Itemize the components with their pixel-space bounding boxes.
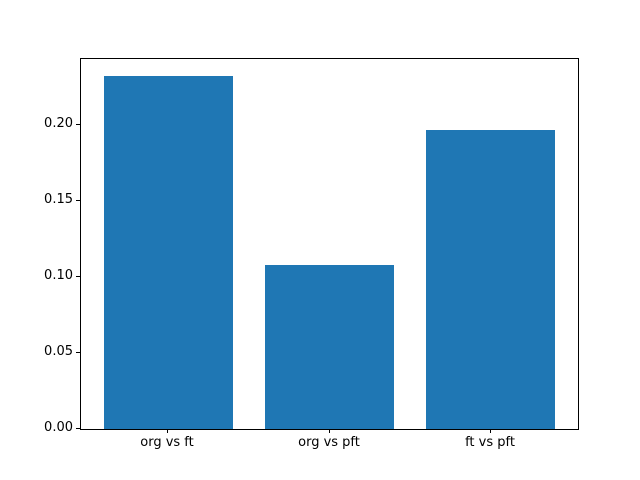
y-tick-label: 0.20 [44, 116, 73, 131]
plot-area [80, 58, 579, 430]
y-tick-mark [76, 352, 80, 353]
y-tick-mark [76, 200, 80, 201]
x-tick-label: org vs pft [298, 435, 360, 450]
y-tick-label: 0.15 [44, 192, 73, 207]
y-tick-label: 0.00 [44, 420, 73, 435]
y-tick-mark [76, 428, 80, 429]
y-tick-mark [76, 124, 80, 125]
y-tick-mark [76, 276, 80, 277]
x-tick-mark [167, 429, 168, 433]
bar-org-vs-ft [104, 76, 233, 429]
x-tick-label: org vs ft [140, 435, 194, 450]
y-tick-label: 0.05 [44, 344, 73, 359]
bar-ft-vs-pft [426, 130, 555, 429]
bar-org-vs-pft [265, 265, 394, 429]
x-tick-label: ft vs pft [465, 435, 515, 450]
x-tick-mark [329, 429, 330, 433]
y-tick-label: 0.10 [44, 268, 73, 283]
x-tick-mark [490, 429, 491, 433]
